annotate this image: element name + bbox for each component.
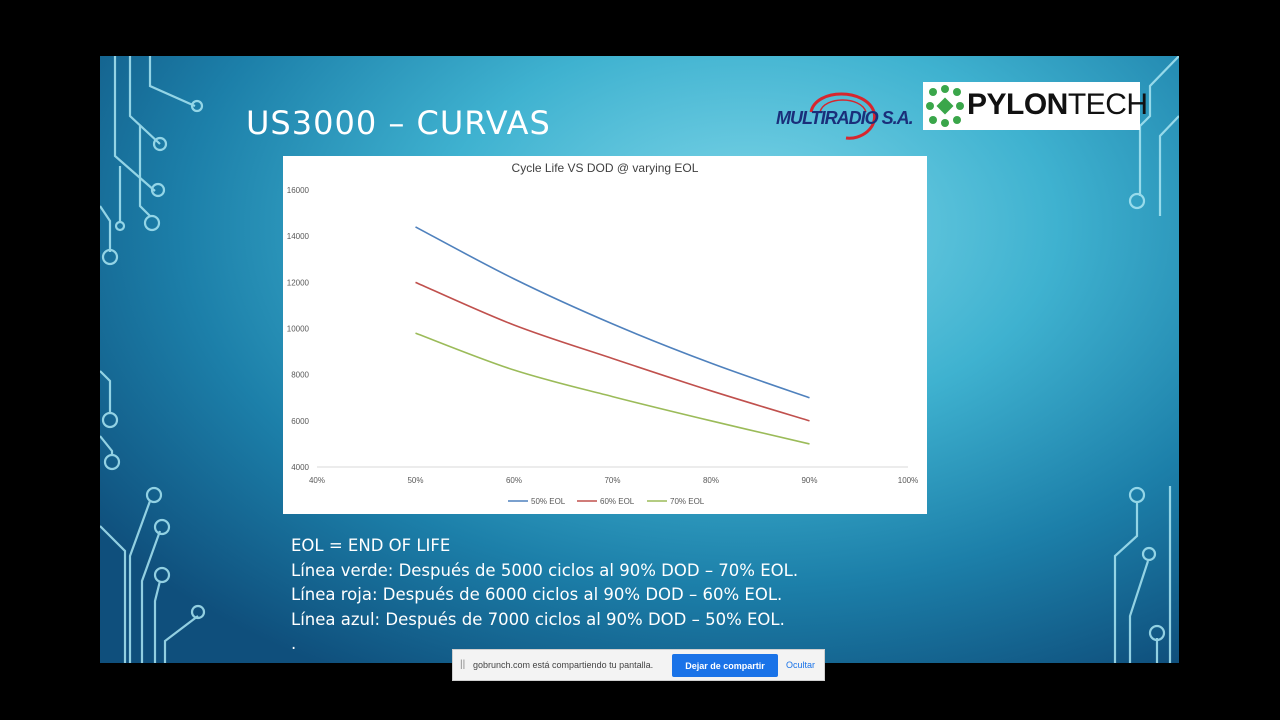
x-tick-label: 50% (407, 476, 423, 485)
slide-notes: EOL = END OF LIFE Línea verde: Después d… (291, 534, 798, 657)
chart-title: Cycle Life VS DOD @ varying EOL (512, 161, 699, 175)
multiradio-logo-text: MULTIRADIO S.A. (776, 108, 914, 128)
y-tick-label: 16000 (287, 186, 310, 195)
multiradio-logo: MULTIRADIO S.A. (776, 92, 916, 140)
screen-share-bar: || gobrunch.com está compartiendo tu pan… (452, 649, 825, 681)
series-line (415, 226, 810, 399)
series-line (415, 332, 810, 445)
x-tick-label: 80% (703, 476, 719, 485)
y-tick-label: 8000 (291, 371, 309, 380)
legend-label: 70% EOL (670, 497, 705, 506)
chart-panel: Cycle Life VS DOD @ varying EOL 4000 6000… (283, 156, 927, 514)
y-tick-label: 10000 (287, 325, 310, 334)
presentation-slide: US3000 – CURVAS MULTIRADIO S.A. PYLONTEC… (100, 56, 1179, 663)
y-tick-label: 14000 (287, 232, 310, 241)
pylontech-logo: PYLONTECH (923, 82, 1148, 130)
y-tick-label: 6000 (291, 417, 309, 426)
x-tick-label: 100% (898, 476, 918, 485)
note-blue-line: Línea azul: Después de 7000 ciclos al 90… (291, 609, 785, 629)
drag-handle-icon[interactable]: || (460, 659, 466, 670)
circuit-decoration (100, 56, 1179, 663)
note-green-line: Línea verde: Después de 5000 ciclos al 9… (291, 560, 799, 580)
note-red-line: Línea roja: Después de 6000 ciclos al 90… (291, 585, 783, 604)
series-line (415, 281, 810, 422)
multiradio-swoosh-icon (809, 92, 877, 140)
share-message: gobrunch.com está compartiendo tu pantal… (473, 660, 654, 670)
legend-label: 60% EOL (600, 497, 635, 506)
x-tick-label: 60% (506, 476, 522, 485)
cycle-life-chart: Cycle Life VS DOD @ varying EOL 4000 6000… (287, 161, 918, 506)
slide-title: US3000 – CURVAS (246, 104, 551, 142)
pylontech-emblem-icon (926, 85, 964, 127)
legend-label: 50% EOL (531, 497, 566, 506)
y-tick-label: 12000 (287, 278, 310, 287)
x-tick-label: 70% (604, 476, 620, 485)
stop-sharing-button[interactable]: Dejar de compartir (672, 654, 778, 677)
note-eol: EOL = END OF LIFE (291, 536, 451, 555)
y-tick-label: 4000 (291, 463, 309, 472)
note-dot: . (291, 634, 297, 653)
hide-link[interactable]: Ocultar (786, 660, 816, 670)
pylontech-logo-text: PYLONTECH (967, 88, 1148, 121)
x-tick-label: 90% (801, 476, 817, 485)
x-tick-label: 40% (309, 476, 325, 485)
